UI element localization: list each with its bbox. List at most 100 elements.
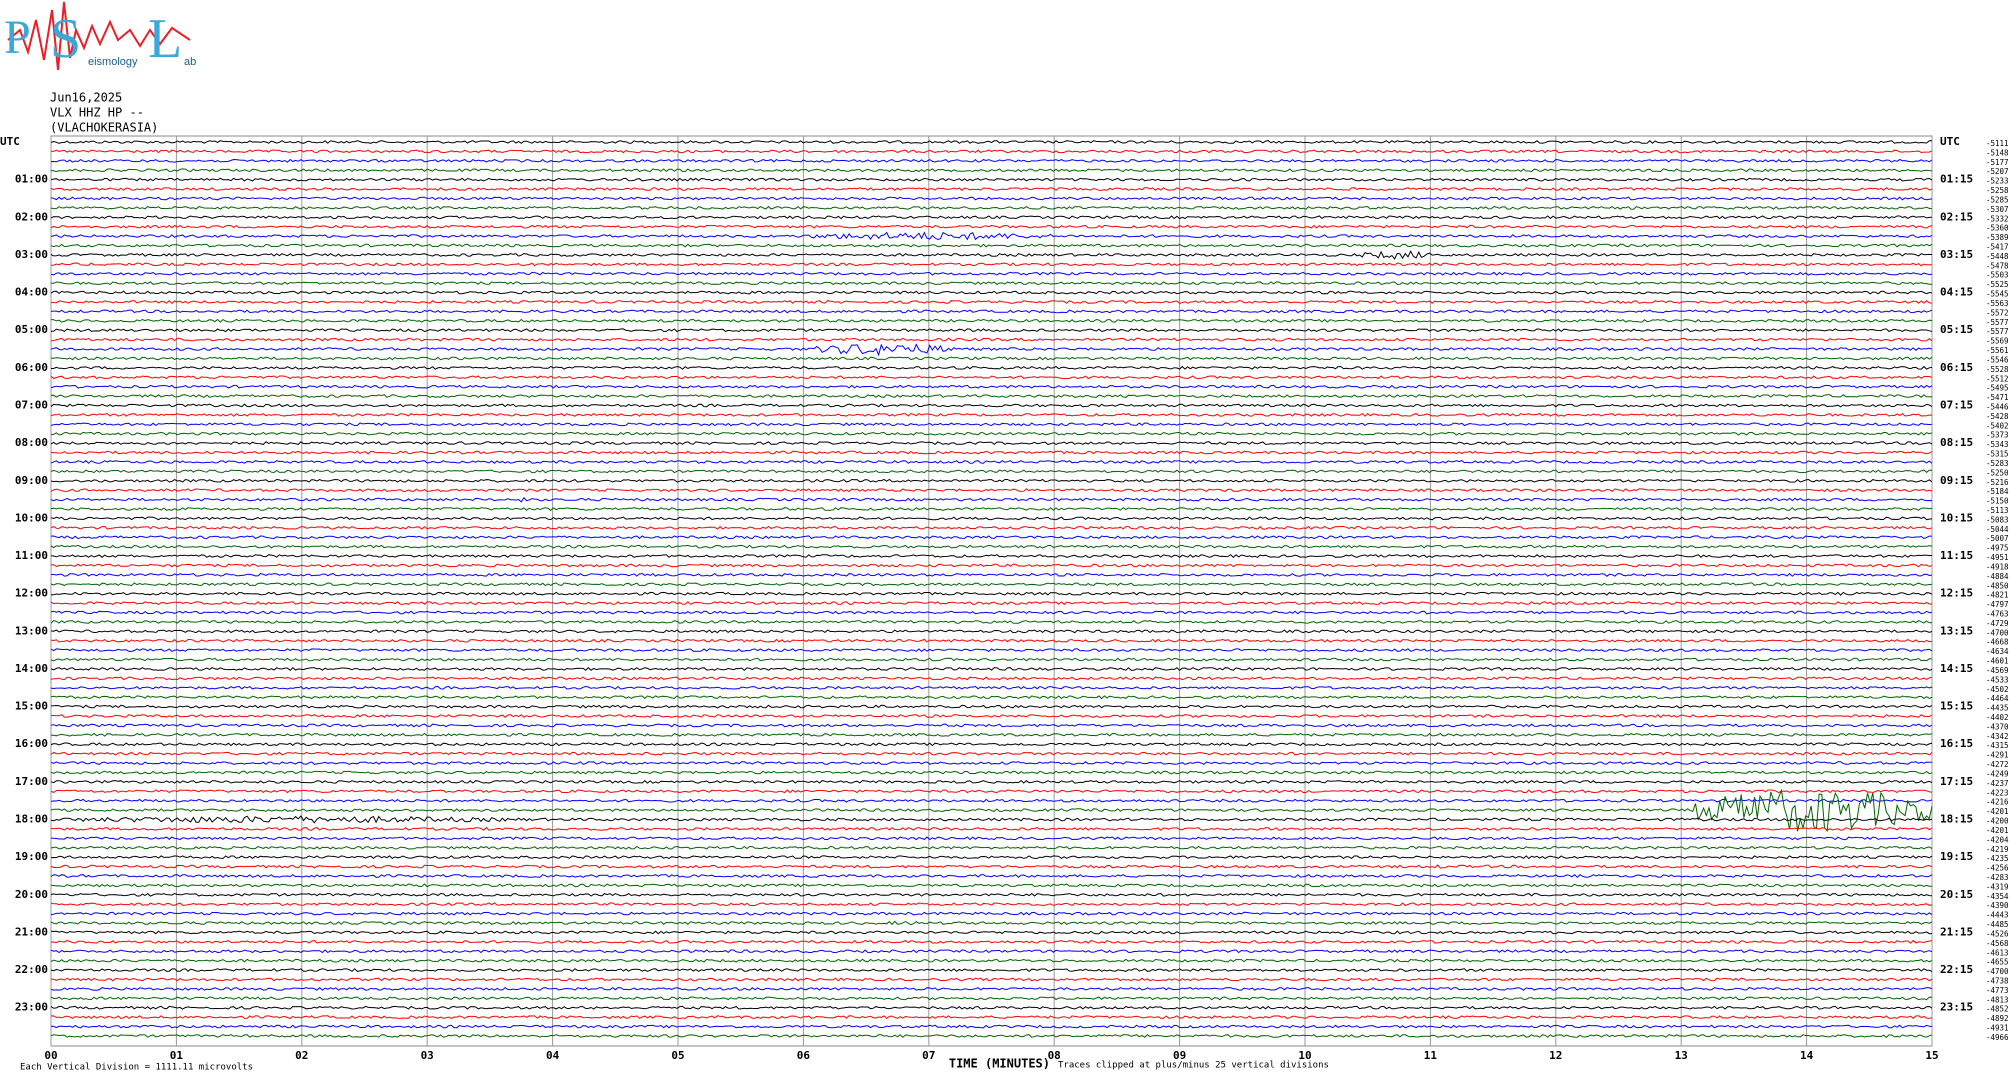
x-tick-label: 08	[1048, 1049, 1061, 1062]
trace	[51, 281, 1933, 286]
trace	[50, 478, 1933, 483]
trace	[50, 262, 1933, 267]
offset-label: -4763	[1986, 610, 2009, 619]
offset-label: -4216	[1986, 798, 2009, 807]
trace	[50, 1024, 1933, 1029]
offset-label: -4918	[1986, 562, 2009, 571]
offset-label: -5148	[1986, 148, 2009, 157]
trace	[50, 676, 1933, 681]
x-tick-label: 13	[1675, 1049, 1688, 1062]
trace	[50, 789, 1933, 794]
hour-label: 15:00	[15, 700, 48, 713]
hour-label: 12:00	[15, 587, 48, 600]
trace	[50, 826, 1933, 831]
trace	[50, 243, 1933, 248]
trace	[50, 231, 1933, 241]
trace	[50, 582, 1933, 587]
offset-label: -4821	[1986, 591, 2009, 600]
trace	[50, 496, 1933, 503]
trace	[50, 516, 1933, 521]
x-tick-label: 07	[922, 1049, 935, 1062]
hour-label: 13:00	[15, 624, 48, 637]
x-tick-label: 11	[1424, 1049, 1438, 1062]
trace	[50, 591, 1933, 596]
trace	[50, 723, 1933, 728]
trace	[50, 469, 1932, 474]
hour-label: 14:00	[15, 662, 48, 675]
clip-note: Traces clipped at plus/minus 25 vertical…	[1058, 1061, 1329, 1071]
trace	[50, 779, 1933, 784]
offset-label: -5184	[1986, 487, 2009, 496]
offset-label: -4249	[1986, 769, 2009, 778]
offset-label: -5283	[1986, 459, 2009, 468]
trace	[50, 902, 1933, 907]
offset-label: -5577	[1986, 327, 2009, 336]
offset-label: -4931	[1986, 1024, 2009, 1033]
hour-label-right: 22:15	[1940, 963, 1973, 976]
trace	[50, 328, 1933, 333]
trace	[50, 629, 1933, 634]
trace	[50, 685, 1933, 690]
trace	[50, 488, 1933, 493]
hour-label: 18:00	[15, 813, 48, 826]
offset-label: -5448	[1986, 252, 2009, 261]
trace	[50, 601, 1932, 606]
trace	[50, 450, 1933, 455]
offset-label: -4884	[1986, 572, 2009, 581]
offset-label: -4966	[1986, 1033, 2009, 1042]
hour-label-right: 06:15	[1940, 361, 1973, 374]
offset-label: -5233	[1986, 177, 2009, 186]
hour-label: 06:00	[15, 361, 48, 374]
hour-label: 03:00	[15, 248, 48, 261]
x-tick-label: 09	[1173, 1049, 1186, 1062]
trace	[50, 714, 1933, 718]
offset-label: -4700	[1986, 967, 2009, 976]
offset-label: -4201	[1986, 807, 2009, 816]
x-tick-label: 03	[421, 1049, 434, 1062]
offset-label: -5528	[1986, 365, 2009, 374]
logo-wave	[7, 1, 191, 71]
hour-label-right: 15:15	[1940, 700, 1973, 713]
offset-label: -5503	[1986, 271, 2009, 280]
trace	[50, 732, 1933, 737]
hour-label: 22:00	[15, 963, 48, 976]
trace	[50, 224, 1933, 229]
offset-label: -4319	[1986, 882, 2009, 891]
hour-label-right: 10:15	[1940, 511, 1973, 524]
logo-text: ab	[184, 56, 196, 68]
trace	[50, 788, 1933, 833]
offset-label: -4975	[1986, 544, 2009, 553]
hour-label-right: 23:15	[1940, 1001, 1973, 1014]
trace	[50, 215, 1933, 220]
hour-label-right: 05:15	[1940, 323, 1973, 336]
offset-label: -4443	[1986, 911, 2009, 920]
offset-label: -4219	[1986, 845, 2009, 854]
hour-label: 16:00	[15, 737, 48, 750]
trace	[50, 431, 1933, 436]
trace	[50, 977, 1933, 982]
offset-label: -4435	[1986, 704, 2009, 713]
trace	[50, 958, 1933, 963]
hour-label-right: 21:15	[1940, 925, 1973, 938]
trace	[50, 704, 1933, 709]
offset-label: -4291	[1986, 751, 2009, 760]
offset-label: -4613	[1986, 948, 2009, 957]
trace	[50, 196, 1933, 201]
trace	[50, 384, 1933, 389]
x-tick-label: 05	[671, 1049, 684, 1062]
trace	[50, 638, 1933, 643]
hour-label-right: 02:15	[1940, 210, 1973, 223]
trace	[50, 290, 1933, 295]
trace	[50, 394, 1933, 398]
hour-label: 10:00	[15, 511, 48, 524]
plot-frame	[50, 135, 1933, 1047]
offset-label: -4354	[1986, 892, 2009, 901]
trace	[50, 318, 1933, 323]
trace	[50, 177, 1933, 182]
trace	[50, 610, 1933, 615]
trace	[50, 930, 1933, 935]
x-tick-label: 14	[1800, 1049, 1814, 1062]
trace	[50, 1005, 1933, 1010]
x-tick-label: 00	[44, 1049, 57, 1062]
offset-label: -5332	[1986, 214, 2009, 223]
